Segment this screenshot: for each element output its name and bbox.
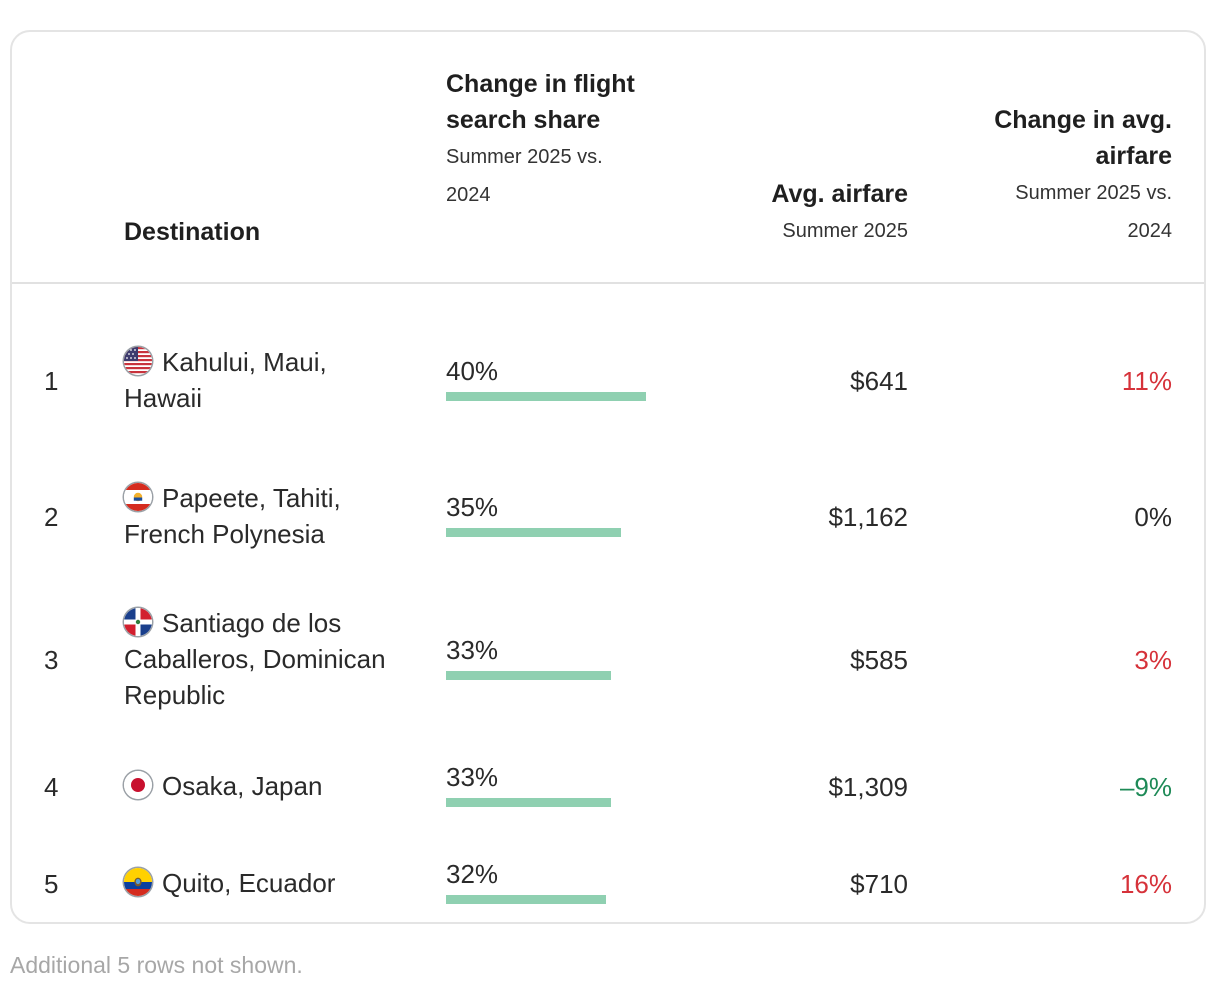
us-flag-icon — [124, 347, 152, 375]
rank-label: 3 — [44, 645, 59, 675]
fare-change-value: 0% — [1134, 502, 1172, 532]
ecuador-flag-icon — [124, 868, 152, 896]
destination-name: Quito, Ecuador — [162, 868, 336, 898]
rank-label: 2 — [44, 502, 59, 532]
share-bar — [446, 895, 606, 904]
table-header: Destination Change in flight search shar… — [12, 32, 1204, 284]
header-fare-change-subtitle: Summer 2025 vs. 2024 — [1015, 182, 1172, 242]
fare-change-value: 11% — [1121, 366, 1172, 396]
share-value: 33% — [446, 762, 499, 792]
destination-name: Papeete, Tahiti, French Polynesia — [124, 483, 341, 549]
header-share-subtitle: Summer 2025 vs. 2024 — [446, 146, 603, 206]
dominican-republic-flag-icon — [124, 608, 152, 636]
fare-value: $585 — [850, 645, 908, 675]
table-row: 1 Kahului, Maui, Hawaii 40% $641 11% — [12, 316, 1204, 448]
japan-flag-icon — [124, 771, 152, 799]
destination-cell: Santiago de los Caballeros, Dominican Re… — [124, 605, 404, 713]
header-destination: Destination — [124, 214, 260, 250]
header-share: Change in flight search share Summer 202… — [446, 66, 646, 214]
destination-cell: Papeete, Tahiti, French Polynesia — [124, 480, 404, 552]
rank-label: 4 — [44, 772, 59, 802]
french-polynesia-flag-icon — [124, 483, 152, 511]
header-fare: Avg. airfare Summer 2025 — [668, 176, 908, 250]
share-cell: 32% — [446, 859, 706, 904]
share-bar — [446, 528, 621, 537]
footnote: Additional 5 rows not shown. — [10, 952, 303, 978]
destination-name: Osaka, Japan — [162, 771, 323, 801]
rank-label: 1 — [44, 366, 59, 396]
destination-cell: Kahului, Maui, Hawaii — [124, 344, 404, 416]
header-fare-title: Avg. airfare — [771, 180, 908, 208]
share-cell: 40% — [446, 356, 706, 401]
fare-change-value: –9% — [1119, 772, 1172, 802]
header-fare-change: Change in avg. airfare Summer 2025 vs. 2… — [972, 102, 1172, 250]
table-row: 4 Osaka, Japan 33% $1,309 –9% — [12, 740, 1204, 836]
destination-cell: Osaka, Japan — [124, 768, 404, 804]
rank-label: 5 — [44, 869, 59, 899]
share-value: 40% — [446, 356, 499, 386]
share-bar — [446, 798, 611, 807]
share-cell: 33% — [446, 635, 706, 680]
table-row: 2 Papeete, Tahiti, French Polynesia 35% $1,… — [12, 452, 1204, 584]
share-cell: 35% — [446, 492, 706, 537]
header-share-title: Change in flight search share — [446, 70, 635, 134]
header-destination-title: Destination — [124, 218, 261, 246]
fare-value: $1,309 — [828, 772, 908, 802]
table-row: 3 Santiago de los Caballeros, Dominican R… — [12, 586, 1204, 736]
fare-value: $641 — [850, 366, 908, 396]
header-fare-subtitle: Summer 2025 — [782, 220, 908, 242]
share-value: 32% — [446, 859, 499, 889]
header-fare-change-title: Change in avg. airfare — [994, 106, 1172, 170]
fare-change-value: 3% — [1134, 645, 1172, 675]
share-cell: 33% — [446, 762, 706, 807]
share-bar — [446, 392, 646, 401]
destination-name: Santiago de los Caballeros, Dominican Re… — [124, 608, 386, 710]
share-value: 33% — [446, 635, 499, 665]
table-card: Destination Change in flight search shar… — [10, 30, 1206, 924]
fare-value: $710 — [850, 869, 908, 899]
fare-change-value: 16% — [1119, 869, 1172, 899]
share-value: 35% — [446, 492, 499, 522]
share-bar — [446, 671, 611, 680]
fare-value: $1,162 — [828, 502, 908, 532]
table-row: 5 Quito, Ecuador 32% $710 16% — [12, 840, 1204, 930]
destination-cell: Quito, Ecuador — [124, 865, 404, 901]
destination-name: Kahului, Maui, Hawaii — [124, 347, 327, 413]
